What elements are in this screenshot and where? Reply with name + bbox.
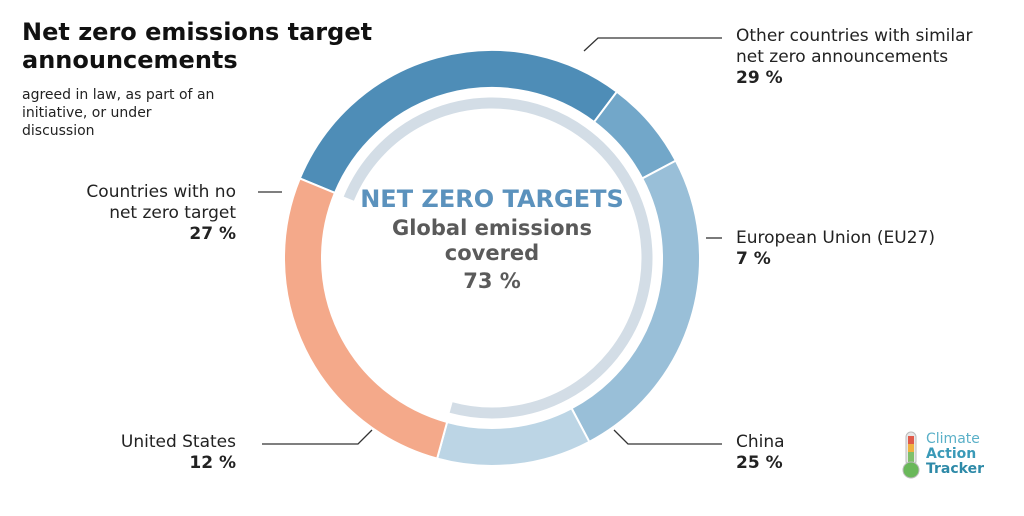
slice-pct-china: 25 % bbox=[736, 453, 783, 473]
logo-word-1: Climate bbox=[926, 431, 980, 447]
slice-pct-nonet: 27 % bbox=[189, 224, 236, 244]
donut-slices bbox=[283, 49, 701, 467]
slice-name-nonet: Countries with no net zero target bbox=[86, 182, 236, 223]
slice-name-other: Other countries with similar net zero an… bbox=[736, 26, 973, 67]
slice-name-us: United States bbox=[120, 432, 236, 452]
coverage-arc bbox=[343, 97, 653, 419]
chart-subtitle: agreed in law, as part of an initiative,… bbox=[22, 87, 215, 139]
slice-pct-eu: 7 % bbox=[736, 249, 771, 269]
slice-pct-us: 12 % bbox=[189, 453, 236, 473]
slice-label-eu: European Union (EU27) 7 % bbox=[736, 228, 976, 270]
slice-label-nonet: Countries with no net zero target 27 % bbox=[56, 182, 236, 245]
chart-title: Net zero emissions target announcements bbox=[22, 18, 373, 74]
leader-line-us bbox=[262, 429, 373, 445]
thermometer-icon bbox=[902, 431, 920, 479]
center-heading: NET ZERO TARGETS bbox=[360, 185, 624, 213]
slice-name-eu: European Union (EU27) bbox=[736, 228, 935, 248]
center-subheading: Global emissions covered bbox=[392, 216, 592, 265]
leader-lines bbox=[258, 37, 722, 445]
slice-label-us: United States 12 % bbox=[36, 432, 236, 474]
slice-label-other: Other countries with similar net zero an… bbox=[736, 26, 976, 89]
slice-eu bbox=[592, 90, 678, 180]
climate-action-tracker-logo: Climate Action Tracker bbox=[900, 430, 1010, 480]
logo-word-2: Action bbox=[926, 446, 977, 462]
slice-label-china: China 25 % bbox=[736, 432, 936, 474]
slice-pct-other: 29 % bbox=[736, 68, 783, 88]
leader-line-other bbox=[583, 37, 722, 52]
logo-word-3: Tracker bbox=[926, 461, 984, 477]
leader-line-china bbox=[613, 429, 722, 445]
center-label: NET ZERO TARGETS Global emissions covere… bbox=[352, 185, 632, 294]
slice-nonet bbox=[283, 177, 449, 460]
center-value: 73 % bbox=[463, 269, 521, 293]
slice-name-china: China bbox=[736, 432, 785, 452]
net-zero-coverage-arc bbox=[343, 97, 653, 419]
